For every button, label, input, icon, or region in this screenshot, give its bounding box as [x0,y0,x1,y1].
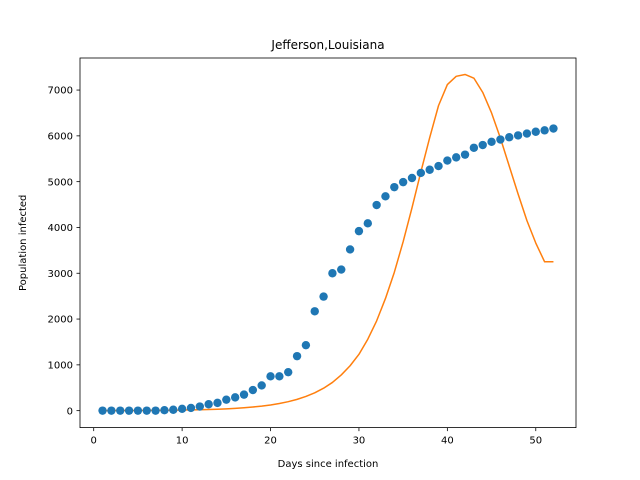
data-point [363,219,372,228]
x-tick-label: 20 [264,436,277,447]
data-point [275,372,284,381]
data-point [310,307,319,316]
model-curve-line [102,73,554,412]
data-point [195,402,204,411]
data-point [452,153,461,162]
x-axis-ticks: 0 10 20 30 40 50 [91,427,542,447]
y-tick-label: 2000 [48,315,73,326]
data-point [107,406,116,415]
x-tick-label: 30 [353,436,366,447]
data-point [513,131,523,140]
data-point [248,385,258,395]
data-point [443,156,452,165]
y-tick-label: 7000 [48,86,73,97]
data-point [478,140,487,150]
data-point [540,126,549,135]
x-tick-label: 50 [529,436,542,447]
data-point [160,406,169,415]
data-point [416,168,426,178]
data-point [177,404,187,414]
data-point [266,372,275,381]
data-point [531,127,540,136]
data-point [186,403,196,413]
data-point [398,177,408,187]
data-point [522,129,532,138]
data-point [116,406,125,415]
data-point [151,406,160,415]
data-point [345,245,355,254]
data-point [372,200,381,210]
data-point [469,143,479,152]
y-tick-label: 4000 [48,223,73,234]
y-tick-label: 1000 [48,360,73,371]
axes-frame [79,57,577,429]
data-point [549,124,558,133]
data-point [98,406,107,415]
data-point [222,395,231,404]
y-tick-label: 3000 [48,269,73,280]
data-point [239,390,249,399]
x-tick-label: 10 [176,436,189,447]
x-tick-label: 40 [441,436,454,447]
data-point [230,393,240,402]
data-point [425,165,434,174]
data-point [133,406,143,415]
data-point [407,173,417,183]
data-point [354,226,364,236]
y-tick-label: 0 [67,406,73,417]
data-point [505,133,514,142]
y-axis-ticks: 0 1000 2000 3000 4000 5000 6000 7000 [48,86,80,417]
x-tick-label: 0 [91,436,97,447]
data-point [142,406,151,415]
data-point [257,381,266,390]
data-point [460,150,470,159]
data-point [213,398,222,408]
data-point [124,406,134,415]
data-point [381,192,390,201]
data-point [328,269,337,278]
data-point [292,351,302,361]
data-point [434,161,443,171]
x-axis-label: Days since infection [278,459,379,470]
data-point [390,182,399,192]
y-tick-label: 6000 [48,131,73,142]
data-point [204,400,213,409]
data-point [319,292,328,301]
data-point [337,265,346,274]
data-point [284,367,293,377]
data-point [487,137,496,147]
chart-title: Jefferson,Louisiana [270,38,384,52]
data-point [496,135,505,144]
data-point [169,405,178,414]
data-point [301,340,311,350]
y-axis-label: Population infected [18,195,29,291]
plot-area [98,73,558,415]
y-tick-label: 5000 [48,177,73,188]
